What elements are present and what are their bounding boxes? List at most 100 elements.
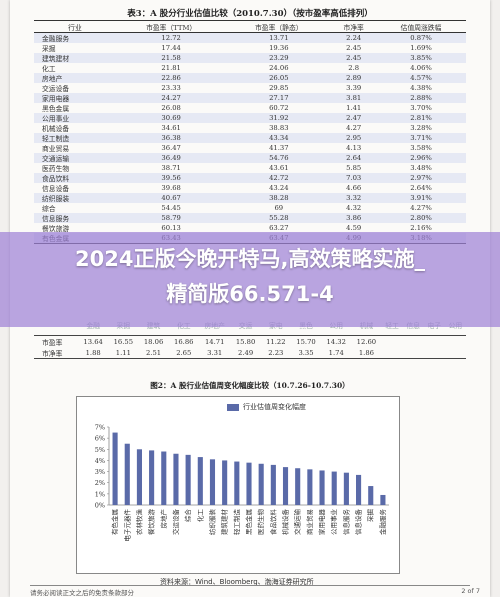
table-cell: 39.68 xyxy=(161,184,181,192)
bar xyxy=(209,459,216,505)
table-row: 房地产 22.86 26.05 2.89 4.57% xyxy=(34,73,466,83)
bar xyxy=(307,469,313,505)
x-tick-label: 公用事业 xyxy=(329,509,338,536)
table-cell: 1.11 xyxy=(108,347,139,359)
table-cell: 2.8 xyxy=(348,64,360,72)
x-tick-label: 医药生物 xyxy=(256,509,265,536)
table-cell: 24.27 xyxy=(115,93,227,103)
table-cell: 市净率 xyxy=(34,347,79,359)
table-cell: 19.36 xyxy=(269,44,289,52)
y-tick-label: 5% xyxy=(95,446,105,454)
table-cell: 24.06 xyxy=(269,64,289,72)
table-cell: 4.27 xyxy=(346,124,362,132)
table-cell xyxy=(402,347,424,359)
table-cell: 43.34 xyxy=(226,133,332,143)
bar xyxy=(173,453,179,505)
table-row: 家用电器 24.27 27.17 3.81 2.88% xyxy=(34,93,466,103)
table-cell: 17.44 xyxy=(161,44,181,52)
y-tick-label: 3% xyxy=(95,468,105,476)
table-cell: 23.33 xyxy=(161,84,181,92)
x-tick-label: 采掘 xyxy=(366,509,375,523)
y-tick-label: 6% xyxy=(95,435,105,443)
table-cell: 4.38% xyxy=(410,84,432,92)
table-cell: 纺织服装 xyxy=(34,193,116,203)
table-cell: 2.96% xyxy=(376,153,466,163)
y-tick-label: 4% xyxy=(95,457,105,465)
table-cell: 2.23 xyxy=(260,347,291,359)
table-cell: 54.76 xyxy=(226,153,332,163)
bar xyxy=(258,463,264,505)
overlay-banner-text: 2024正版今晚开特马,高效策略实施_ 精简版66.571-4 xyxy=(0,242,500,312)
table-row: 综合 54.45 69 4.32 4.27% xyxy=(34,203,466,213)
table-row: 纺织服装 40.67 38.28 3.32 3.91% xyxy=(34,193,466,203)
table-cell: 3.70% xyxy=(410,104,432,112)
table-cell: 2.80% xyxy=(376,213,466,223)
table-cell: 医药生物 xyxy=(42,165,70,173)
table-row: 化工 21.81 24.06 2.8 4.06% xyxy=(34,63,466,73)
x-tick-label: 纺织服装 xyxy=(207,509,216,536)
table-row: 信息设备 39.68 43.24 4.66 2.64% xyxy=(34,183,466,193)
table-cell: 21.58 xyxy=(115,53,227,63)
table-cell: 2.47 xyxy=(331,113,377,123)
bar xyxy=(149,450,155,505)
x-tick-label: 房地产 xyxy=(159,509,168,529)
table-cell xyxy=(424,336,445,348)
y-tick-label: 1% xyxy=(95,490,105,498)
legend-label: 行业估值周变化幅度 xyxy=(243,403,306,411)
table-cell: 1.74 xyxy=(321,347,352,359)
table-cell: 3.91% xyxy=(376,193,466,203)
table-cell: 1.88 xyxy=(78,347,109,359)
table-cell: 69 xyxy=(274,204,284,212)
table-cell: 60.13 xyxy=(161,224,181,232)
bar xyxy=(124,443,130,505)
valuation-table: 行业 市盈率（TTM） 市盈率（静态） 市净率 估值周涨跌幅 金融服务 12.72 13.7… xyxy=(34,20,466,244)
table-cell: 14.32 xyxy=(326,337,346,346)
table-row: 餐饮旅游 60.13 63.27 4.59 2.16% xyxy=(34,223,466,233)
table-cell: 2.45 xyxy=(331,53,377,63)
table-row: 医药生物 38.71 43.61 5.85 3.48% xyxy=(34,163,466,173)
table-cell: 2.65 xyxy=(168,347,199,359)
table-cell: 36.38 xyxy=(115,133,227,143)
table-cell: 3.35 xyxy=(290,347,322,359)
table-cell: 2.81% xyxy=(376,113,466,123)
table-cell xyxy=(423,347,445,359)
table-cell: 4.59 xyxy=(346,224,362,232)
table-cell: 房地产 xyxy=(34,73,116,83)
column-header: 行业 xyxy=(34,20,116,33)
banner-line-2: 精简版66.571-4 xyxy=(166,282,334,306)
table-cell: 交运设备 xyxy=(42,85,70,93)
table-cell: 7.03 xyxy=(331,173,377,183)
table-header-row: 行业 市盈率（TTM） 市盈率（静态） 市净率 估值周涨跌幅 xyxy=(34,20,466,33)
table-cell: 2.49 xyxy=(230,347,261,359)
x-tick-label: 餐饮旅游 xyxy=(147,509,156,536)
table-cell: 3.48% xyxy=(410,164,432,172)
table-cell: 26.05 xyxy=(226,73,332,83)
table-cell: 3.81 xyxy=(331,93,377,103)
bar xyxy=(234,461,240,505)
table-cell: 家用电器 xyxy=(34,93,116,103)
x-tick-label: 综合 xyxy=(183,509,192,523)
table-cell: 54.45 xyxy=(161,204,181,212)
table-cell: 3.32 xyxy=(331,193,377,203)
table-row: 信息服务 58.79 55.28 3.86 2.80% xyxy=(34,213,466,223)
x-tick-label: 商业贸易 xyxy=(305,509,314,535)
table-row: 轻工制造 36.38 43.34 2.95 3.71% xyxy=(34,133,466,143)
table-row: 采掘 17.44 19.36 2.45 1.69% xyxy=(34,43,466,53)
table-cell: 2.88% xyxy=(376,93,466,103)
table-cell: 58.79 xyxy=(115,213,227,223)
table-cell: 15.70 xyxy=(296,337,316,346)
table-cell: 38.83 xyxy=(269,124,289,132)
table-cell: 公用事业 xyxy=(34,113,116,123)
table-cell: 31.92 xyxy=(226,113,332,123)
x-tick-label: 信息服务 xyxy=(341,509,350,536)
table-row: 市盈率 13.64 16.55 18.06 16.86 14.71 15.80 11.22 15… xyxy=(34,336,466,348)
table-cell: 信息设备 xyxy=(42,185,70,193)
table-cell: 化工 xyxy=(42,65,56,73)
table-cell: 2.97% xyxy=(376,173,466,183)
table-cell: 15.80 xyxy=(235,337,256,346)
column-header: 市盈率（TTM） xyxy=(115,20,227,33)
table-row: 金融服务 12.72 13.71 2.24 0.87% xyxy=(34,32,466,43)
table-cell: 22.86 xyxy=(115,73,227,83)
x-tick-label: 机械设备 xyxy=(281,509,290,536)
table-row: 交通运输 36.49 54.76 2.64 2.96% xyxy=(34,153,466,163)
